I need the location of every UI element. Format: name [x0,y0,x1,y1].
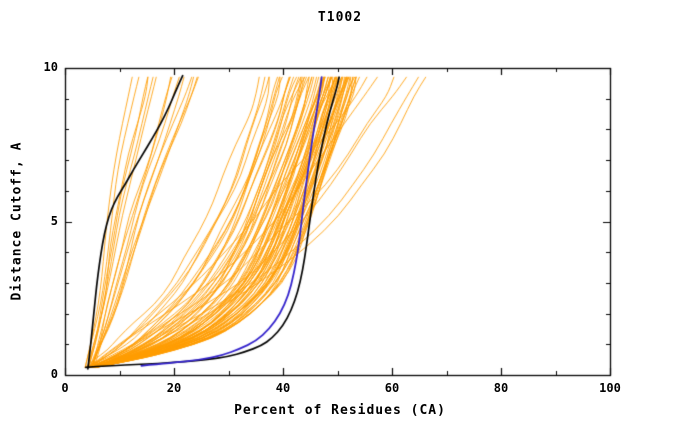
x-axis-label: Percent of Residues (CA) [234,403,446,418]
